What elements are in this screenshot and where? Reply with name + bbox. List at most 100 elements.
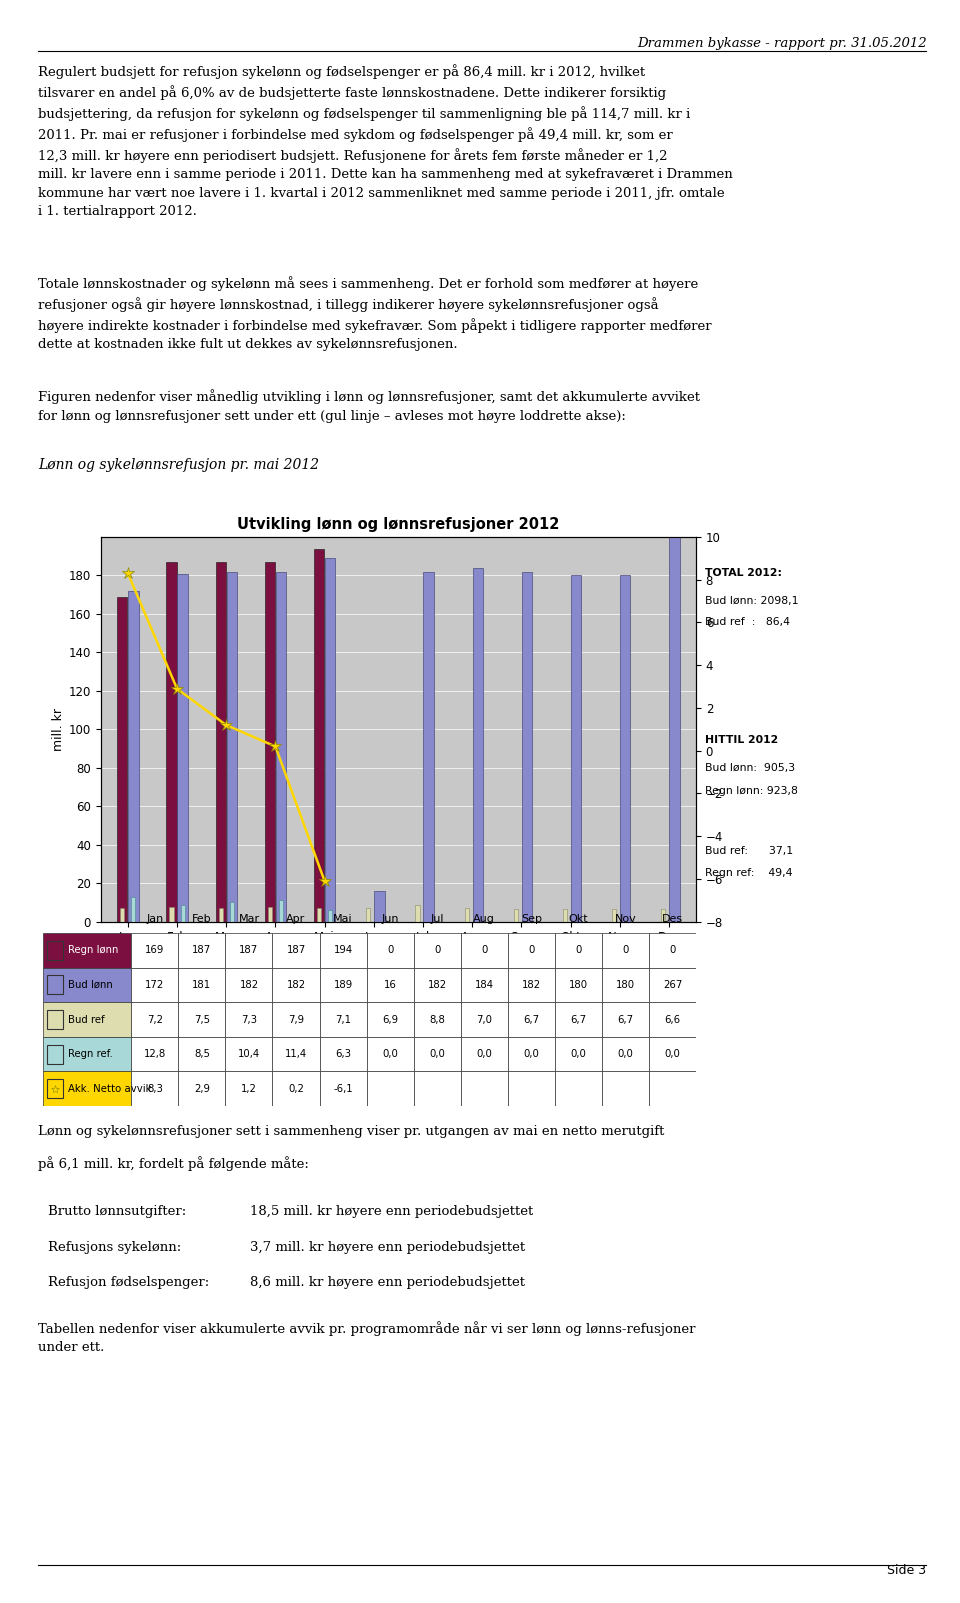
Text: 11,4: 11,4 xyxy=(285,1048,307,1060)
Bar xyxy=(47,1079,62,1098)
Text: Regn ref.: Regn ref. xyxy=(68,1048,112,1060)
Text: Regn lønn: 923,8: Regn lønn: 923,8 xyxy=(705,787,798,797)
Text: 0: 0 xyxy=(528,946,535,955)
Text: 187: 187 xyxy=(192,946,211,955)
Bar xyxy=(461,1037,508,1071)
Bar xyxy=(367,968,414,1002)
Bar xyxy=(129,592,138,922)
Text: Regn lønn: Regn lønn xyxy=(68,946,118,955)
Bar xyxy=(521,572,532,922)
Text: Bud lønn: Bud lønn xyxy=(68,979,112,991)
Bar xyxy=(47,1045,62,1064)
Bar xyxy=(273,933,320,968)
Text: 6,7: 6,7 xyxy=(617,1015,634,1024)
Text: 187: 187 xyxy=(239,946,258,955)
Bar xyxy=(649,1037,696,1071)
Text: Akk. Netto avvik: Akk. Netto avvik xyxy=(68,1084,152,1093)
Text: Nov: Nov xyxy=(614,914,636,923)
Text: 8,3: 8,3 xyxy=(147,1084,163,1093)
Bar xyxy=(179,933,226,968)
Bar xyxy=(43,1071,132,1106)
Text: 0: 0 xyxy=(481,946,488,955)
Text: på 6,1 mill. kr, fordelt på følgende måte:: på 6,1 mill. kr, fordelt på følgende måt… xyxy=(38,1156,309,1170)
Bar xyxy=(132,933,179,968)
Text: 194: 194 xyxy=(333,946,352,955)
Bar xyxy=(602,1037,649,1071)
Bar xyxy=(649,1071,696,1106)
Bar xyxy=(226,1071,273,1106)
Text: Regn ref:    49,4: Regn ref: 49,4 xyxy=(705,867,792,877)
Text: Brutto lønnsutgifter:: Brutto lønnsutgifter: xyxy=(48,1205,186,1218)
Bar xyxy=(461,933,508,968)
Text: TOTAL 2012:: TOTAL 2012: xyxy=(705,569,782,579)
Bar xyxy=(649,968,696,1002)
Bar xyxy=(166,563,177,922)
Text: 0,0: 0,0 xyxy=(617,1048,634,1060)
Bar xyxy=(414,1002,461,1037)
Bar xyxy=(179,1071,226,1106)
Bar xyxy=(132,1002,179,1037)
Bar xyxy=(132,1071,179,1106)
Bar xyxy=(602,968,649,1002)
Text: 0,0: 0,0 xyxy=(382,1048,398,1060)
Bar xyxy=(132,1037,179,1071)
Text: Aug: Aug xyxy=(473,914,495,923)
Bar xyxy=(132,968,179,1002)
Bar xyxy=(661,909,665,922)
Bar xyxy=(563,909,567,922)
Text: 7,2: 7,2 xyxy=(147,1015,163,1024)
Bar xyxy=(47,975,62,994)
Bar xyxy=(226,1002,273,1037)
Text: 6,9: 6,9 xyxy=(382,1015,398,1024)
Bar xyxy=(669,409,680,922)
Bar xyxy=(514,909,517,922)
Text: 0,0: 0,0 xyxy=(476,1048,492,1060)
Bar xyxy=(273,968,320,1002)
Bar xyxy=(317,907,322,922)
Bar xyxy=(649,933,696,968)
Bar xyxy=(416,904,420,922)
Text: 169: 169 xyxy=(145,946,164,955)
Bar xyxy=(273,1002,320,1037)
Bar xyxy=(320,933,367,968)
Text: 0,0: 0,0 xyxy=(523,1048,540,1060)
Text: 7,0: 7,0 xyxy=(476,1015,492,1024)
Text: 10,4: 10,4 xyxy=(238,1048,260,1060)
Bar xyxy=(508,933,555,968)
Text: Lønn og sykelønnsrefusjon pr. mai 2012: Lønn og sykelønnsrefusjon pr. mai 2012 xyxy=(38,458,320,473)
Bar xyxy=(508,968,555,1002)
Text: Drammen bykasse - rapport pr. 31.05.2012: Drammen bykasse - rapport pr. 31.05.2012 xyxy=(636,37,926,50)
Text: 0,0: 0,0 xyxy=(664,1048,681,1060)
Text: 6,7: 6,7 xyxy=(570,1015,587,1024)
Bar xyxy=(314,548,324,922)
Bar xyxy=(649,1002,696,1037)
Text: Refusjons sykelønn:: Refusjons sykelønn: xyxy=(48,1241,181,1254)
Text: 8,6 mill. kr høyere enn periodebudsjettet: 8,6 mill. kr høyere enn periodebudsjette… xyxy=(250,1276,524,1289)
Text: 182: 182 xyxy=(521,979,540,991)
Text: 0: 0 xyxy=(575,946,582,955)
Bar xyxy=(47,1010,62,1029)
Bar xyxy=(571,575,581,922)
Bar xyxy=(508,1037,555,1071)
Bar xyxy=(555,1002,602,1037)
Text: Apr: Apr xyxy=(286,914,305,923)
Text: 180: 180 xyxy=(616,979,635,991)
Text: 0,0: 0,0 xyxy=(570,1048,587,1060)
Bar xyxy=(117,596,128,922)
Bar xyxy=(602,1002,649,1037)
Text: 187: 187 xyxy=(286,946,305,955)
Bar xyxy=(367,1071,414,1106)
Text: Feb: Feb xyxy=(192,914,212,923)
Text: 2,9: 2,9 xyxy=(194,1084,210,1093)
Text: 0: 0 xyxy=(434,946,441,955)
Bar xyxy=(414,933,461,968)
Bar xyxy=(179,968,226,1002)
Bar xyxy=(555,1071,602,1106)
Bar xyxy=(320,1002,367,1037)
Text: HITTIL 2012: HITTIL 2012 xyxy=(705,736,779,745)
Bar xyxy=(320,968,367,1002)
Text: 7,9: 7,9 xyxy=(288,1015,304,1024)
Bar xyxy=(229,902,234,922)
Text: Mar: Mar xyxy=(238,914,259,923)
Text: Bud ref  :   86,4: Bud ref : 86,4 xyxy=(705,617,790,627)
